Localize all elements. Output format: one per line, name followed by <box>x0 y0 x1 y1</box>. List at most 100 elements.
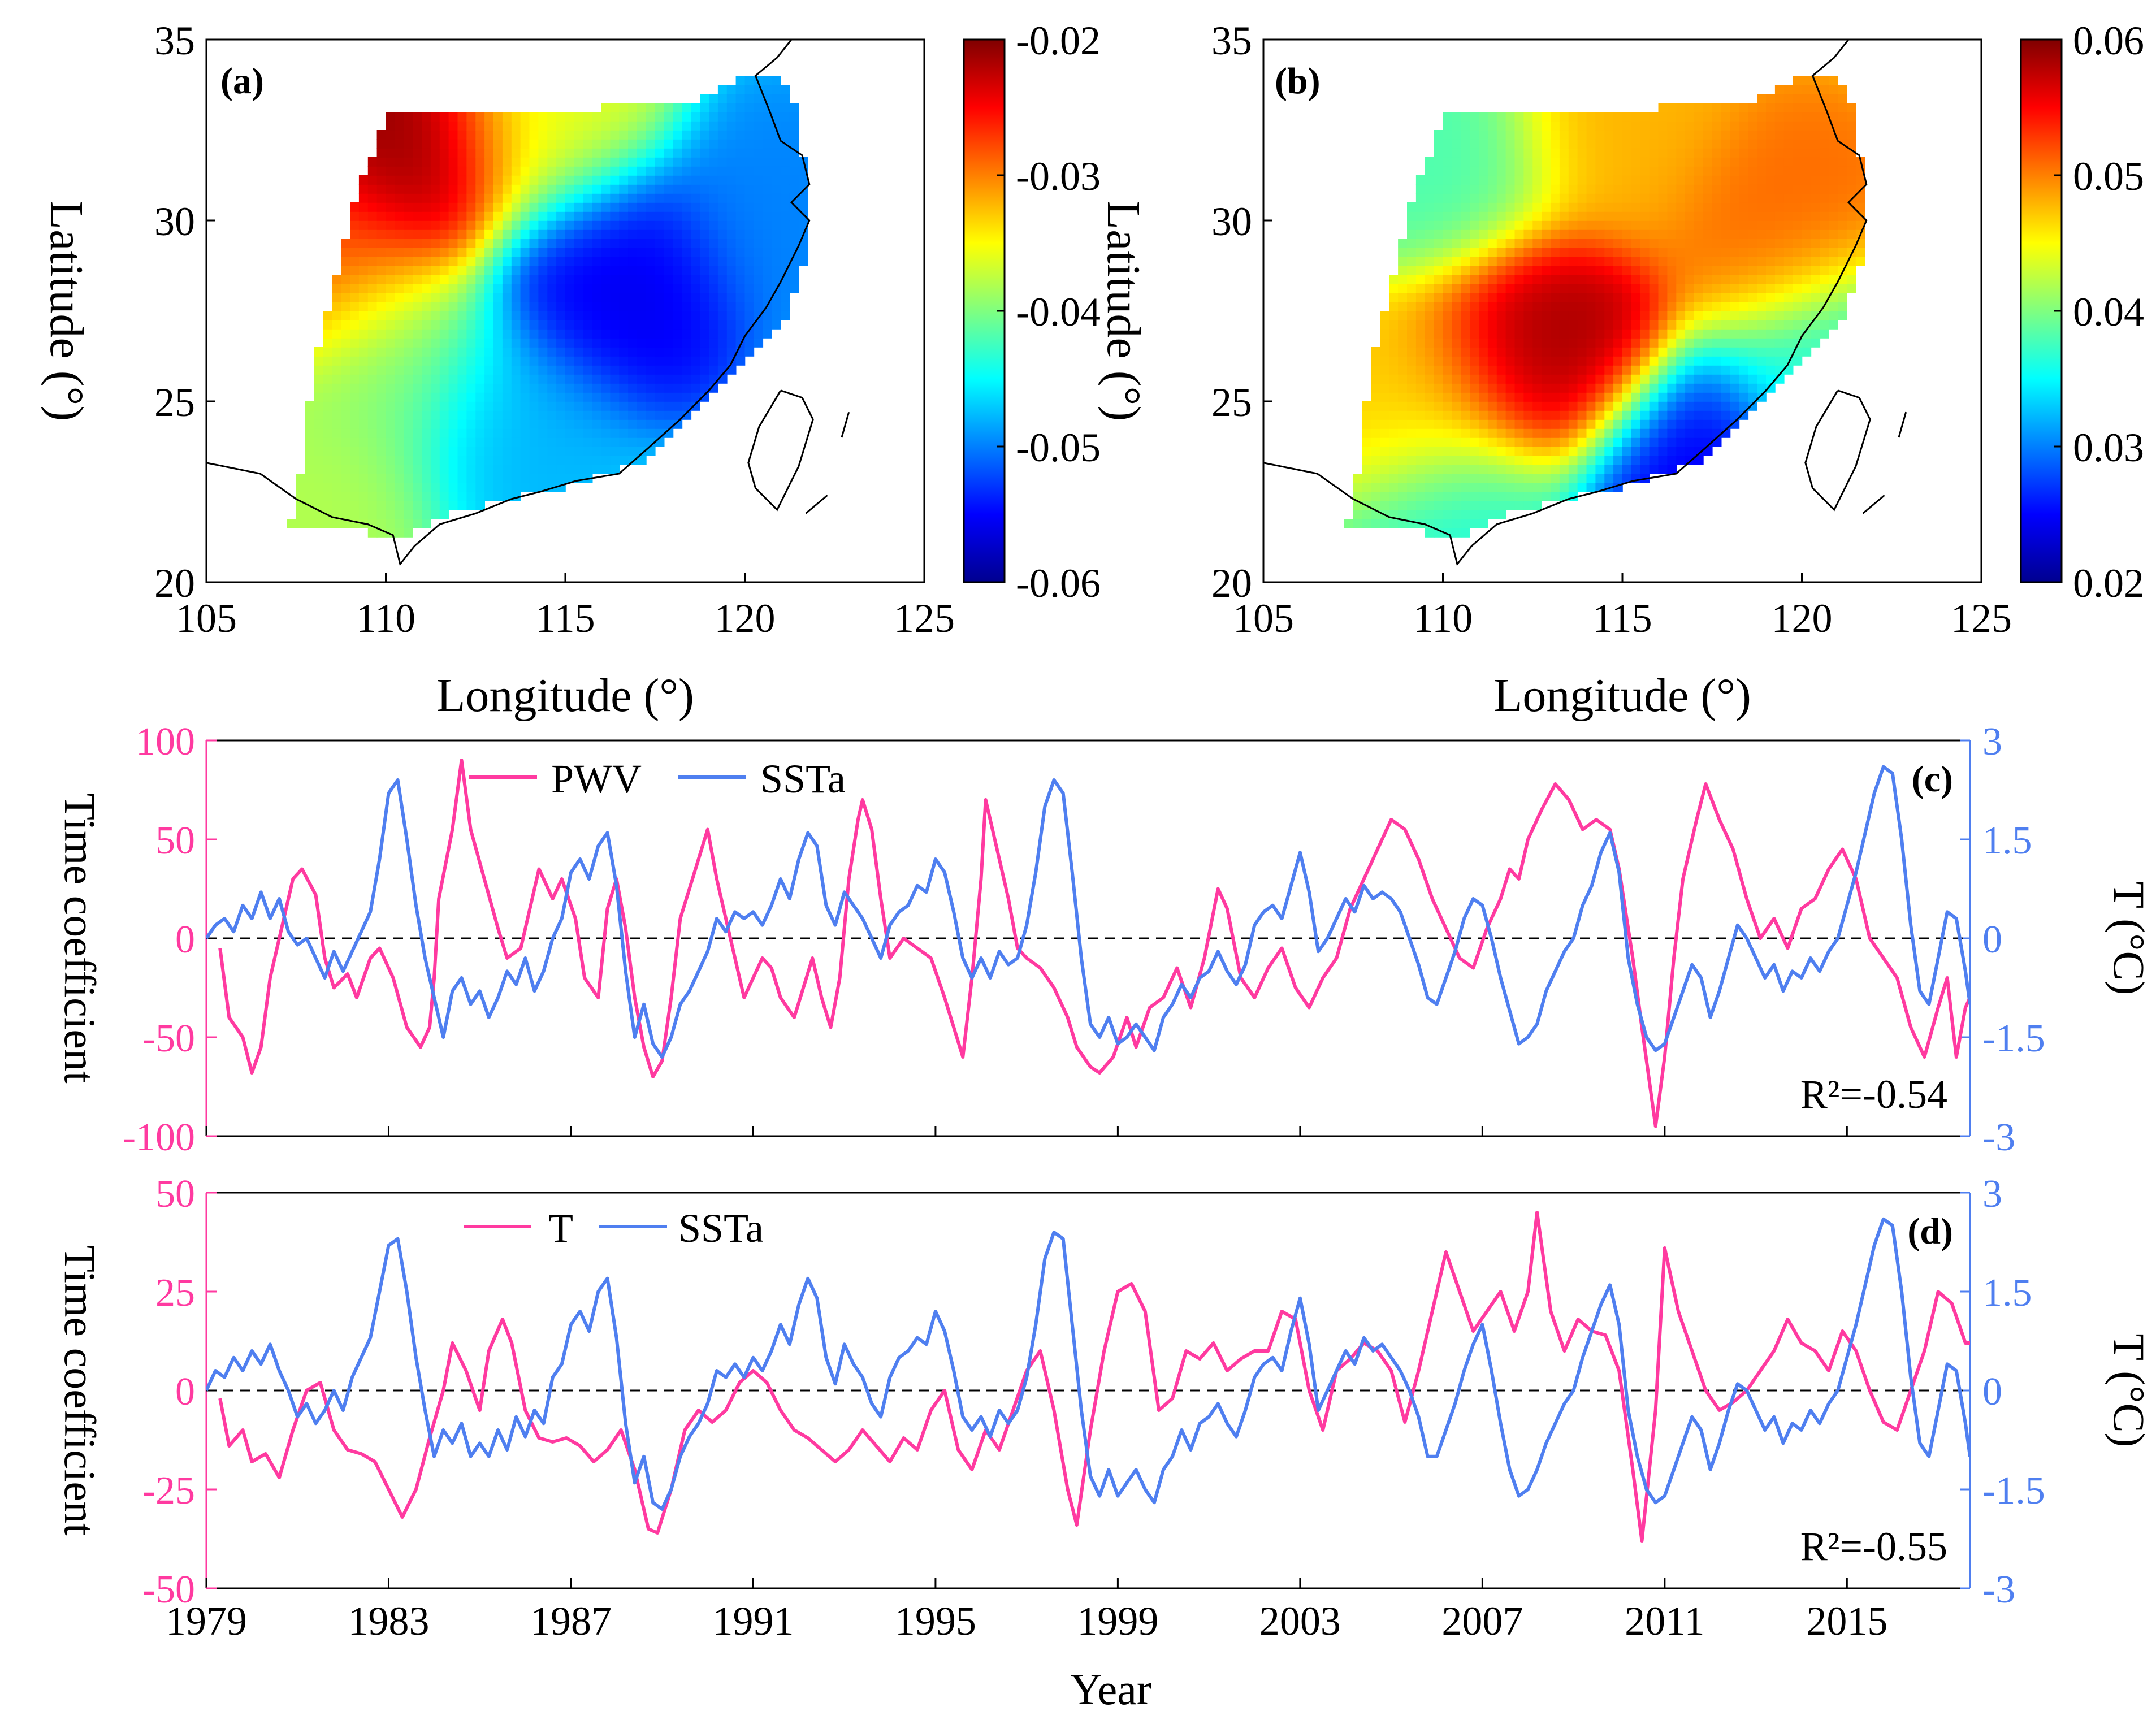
map-b-cell <box>1398 483 1408 492</box>
map-b-cell <box>1577 257 1587 266</box>
map-a-cell <box>763 166 772 176</box>
map-b-cell <box>1398 257 1408 266</box>
map-a-cell <box>682 266 692 275</box>
map-a-cell <box>457 437 467 447</box>
map-b-cell <box>1631 365 1641 375</box>
map-b-cell <box>1434 419 1444 429</box>
map-b-cell <box>1514 320 1525 330</box>
map-b-cell <box>1568 148 1578 158</box>
map-b-cell <box>1479 419 1488 429</box>
map-b-cell <box>1640 166 1650 176</box>
map-a-cell <box>754 139 764 149</box>
map-a-cell <box>655 148 665 158</box>
map-b-cell <box>1595 166 1605 176</box>
map-b-cell <box>1658 293 1668 302</box>
map-b-cell <box>1479 121 1488 131</box>
map-a-cell <box>754 175 764 185</box>
map-b-cell <box>1595 139 1605 149</box>
map-a-cell <box>475 157 485 167</box>
map-a-cell <box>484 401 494 411</box>
map-b-cell <box>1577 347 1587 357</box>
map-a-cell <box>664 356 674 366</box>
map-a-cell <box>350 501 360 510</box>
map-a-cell <box>466 320 477 330</box>
map-a-cell <box>341 437 350 447</box>
map-b-cell <box>1487 157 1497 167</box>
map-b-cell <box>1631 428 1641 438</box>
map-b-cell <box>1685 103 1695 112</box>
map-b-cell <box>1730 157 1740 167</box>
map-b-cell <box>1407 356 1417 366</box>
map-a-cell <box>386 302 396 311</box>
map-b-cell <box>1568 338 1578 348</box>
map-a-cell <box>610 220 620 230</box>
map-b-cell <box>1586 266 1596 275</box>
map-a-cell <box>422 266 431 275</box>
map-b-cell <box>1622 401 1632 411</box>
map-b-cell <box>1604 239 1614 248</box>
map-a-cell <box>520 374 530 384</box>
map-a-cell <box>413 302 422 311</box>
map-b-cell <box>1389 392 1399 402</box>
map-a-cell <box>448 483 458 492</box>
map-b-cell <box>1443 356 1453 366</box>
map-a-cell <box>520 474 530 483</box>
map-b-cell <box>1766 365 1776 375</box>
map-a-cell <box>511 275 521 284</box>
map-a-cell <box>367 275 378 284</box>
map-b-cell <box>1443 166 1453 176</box>
map-a-cell <box>682 175 692 185</box>
map-b-cell <box>1676 374 1686 384</box>
map-a-cell <box>619 401 629 411</box>
map-b-cell <box>1443 275 1453 284</box>
map-b-cell <box>1631 211 1641 221</box>
map-a-cell <box>439 275 449 284</box>
map-b-cell <box>1694 184 1704 194</box>
map-a-cell <box>376 410 387 420</box>
map-b-cell <box>1685 447 1695 456</box>
map-b-cell <box>1774 148 1785 158</box>
map-b-cell <box>1846 139 1856 149</box>
map-a-cell <box>511 437 521 447</box>
map-b-cell <box>1622 293 1632 302</box>
map-b-cell <box>1586 229 1596 239</box>
map-a-cell <box>682 130 692 140</box>
map-b-cell <box>1505 257 1516 266</box>
map-a-cell <box>637 392 647 402</box>
map-a-cell <box>493 383 503 393</box>
map-a-cell <box>772 311 781 320</box>
map-a-cell <box>466 428 477 438</box>
map-a-cell <box>691 139 700 149</box>
map-b-cell <box>1739 338 1749 348</box>
map-a-cell <box>637 112 647 122</box>
map-b-cell <box>1730 184 1740 194</box>
map-b-cell <box>1721 401 1731 411</box>
map-a-cell <box>565 202 575 212</box>
map-b-cell <box>1640 320 1650 330</box>
map-a-cell <box>655 202 665 212</box>
ts-c-y2tick-label: -3 <box>1982 1116 2015 1159</box>
map-b-cell <box>1766 94 1776 103</box>
map-a-cell <box>601 284 611 293</box>
map-b-cell <box>1622 220 1632 230</box>
map-a-cell <box>448 275 458 284</box>
map-b-cell <box>1774 220 1785 230</box>
map-a-cell <box>358 211 369 221</box>
map-b-cell <box>1415 293 1426 302</box>
map-a-cell <box>744 166 755 176</box>
map-a-cell <box>726 202 737 212</box>
map-a-cell <box>448 139 458 149</box>
map-b-cell <box>1613 166 1623 176</box>
map-a-cell <box>700 184 709 194</box>
map-b-cell <box>1425 275 1435 284</box>
map-b-cell <box>1640 392 1650 402</box>
map-b-cell <box>1649 302 1659 311</box>
map-b-cell <box>1542 347 1551 357</box>
map-a-cell <box>367 347 378 357</box>
map-a-cell <box>350 374 360 384</box>
map-a-cell <box>395 239 405 248</box>
map-a-cell <box>601 320 611 330</box>
map-b-cell <box>1389 311 1399 320</box>
map-b-cell <box>1694 121 1704 131</box>
map-a-cell <box>367 419 378 429</box>
